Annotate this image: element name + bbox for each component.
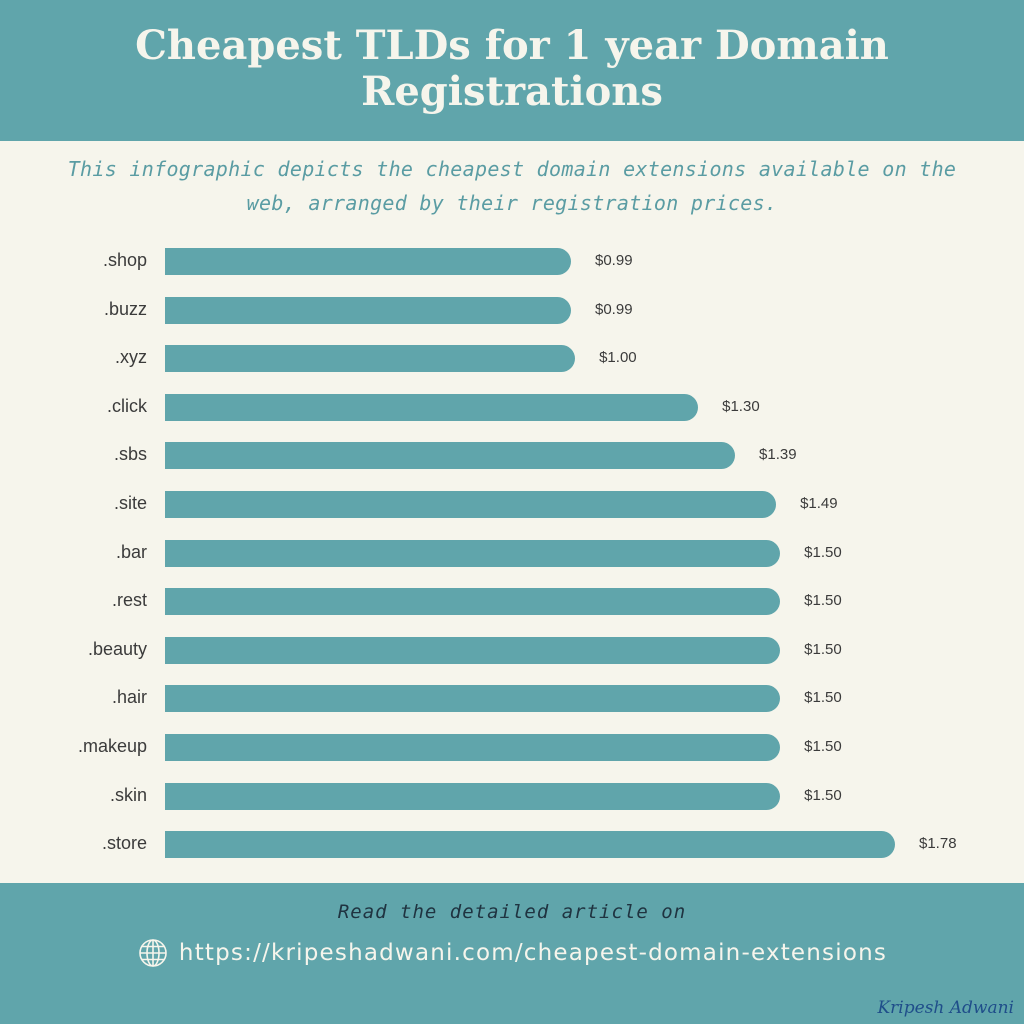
bar-value: $1.30 <box>722 397 760 415</box>
bar-label: .skin <box>109 784 147 805</box>
bar-label: .beauty <box>87 638 147 659</box>
bar <box>165 491 777 518</box>
bar-label: .buzz <box>103 298 147 319</box>
bar-row: .shop $0.99 <box>0 248 1024 276</box>
bar-row: .beauty $1.50 <box>0 636 1024 665</box>
bar <box>165 248 571 275</box>
bar-row: .hair $1.50 <box>0 685 1024 713</box>
bar-row: .sbs $1.39 <box>0 442 1024 470</box>
bar <box>165 345 576 373</box>
bar-label: .site <box>113 493 147 513</box>
bar <box>165 734 781 761</box>
article-url: https://kripeshadwani.com/cheapest-domai… <box>178 940 888 966</box>
bar <box>165 588 781 616</box>
bar-label: .sbs <box>113 444 147 465</box>
bar-value: $0.99 <box>595 252 633 269</box>
chart-subtitle: This infographic depicts the cheapest do… <box>67 157 957 215</box>
header-band: Cheapest TLDs for 1 year Domain Registra… <box>0 0 1024 141</box>
bar-value: $1.50 <box>804 640 842 658</box>
bar-row: .makeup $1.50 <box>0 734 1024 762</box>
bar-label: .shop <box>102 250 147 270</box>
bar-label: .bar <box>115 541 147 562</box>
bar-value: $0.99 <box>595 300 633 318</box>
footer-band: Read the detailed article on https://kri… <box>0 883 1024 1024</box>
bar-value: $1.00 <box>599 349 637 367</box>
bar-value: $1.50 <box>804 786 842 804</box>
bar <box>165 393 699 421</box>
bar-row: .site $1.49 <box>0 491 1024 519</box>
bar-value: $1.50 <box>804 689 842 707</box>
author-signature: Kripesh Adwani <box>877 998 1014 1018</box>
bar-label: .store <box>101 833 147 854</box>
bar <box>165 442 736 470</box>
article-link[interactable]: https://kripeshadwani.com/cheapest-domai… <box>0 937 1024 969</box>
bar-row: .skin $1.50 <box>0 782 1024 811</box>
footer-lead-text: Read the detailed article on <box>337 901 687 923</box>
bar-value: $1.50 <box>804 543 842 561</box>
chart-title: Cheapest TLDs for 1 year Domain Registra… <box>135 21 889 115</box>
bar-label: .makeup <box>77 736 147 756</box>
bar-label: .xyz <box>114 347 147 368</box>
bar-label: .hair <box>111 687 147 708</box>
bar-row: .bar $1.50 <box>0 539 1024 568</box>
bar-row: .click $1.30 <box>0 393 1024 422</box>
bar-value: $1.39 <box>759 446 797 464</box>
bar-value: $1.50 <box>804 738 842 755</box>
bar-row: .store $1.78 <box>0 831 1024 859</box>
bar <box>165 831 895 859</box>
bar-label: .click <box>107 395 147 416</box>
bar-value: $1.78 <box>919 835 957 853</box>
bar <box>165 685 781 713</box>
bar <box>165 782 781 810</box>
bar <box>165 539 781 567</box>
bar-value: $1.49 <box>800 495 838 512</box>
bar-value: $1.50 <box>804 592 842 610</box>
bar <box>165 296 571 324</box>
globe-icon <box>137 937 169 969</box>
bar-label: .rest <box>111 590 147 611</box>
bar-row: .xyz $1.00 <box>0 345 1024 373</box>
bar-row: .buzz $0.99 <box>0 296 1024 325</box>
bar-row: .rest $1.50 <box>0 588 1024 616</box>
bar <box>165 636 781 664</box>
